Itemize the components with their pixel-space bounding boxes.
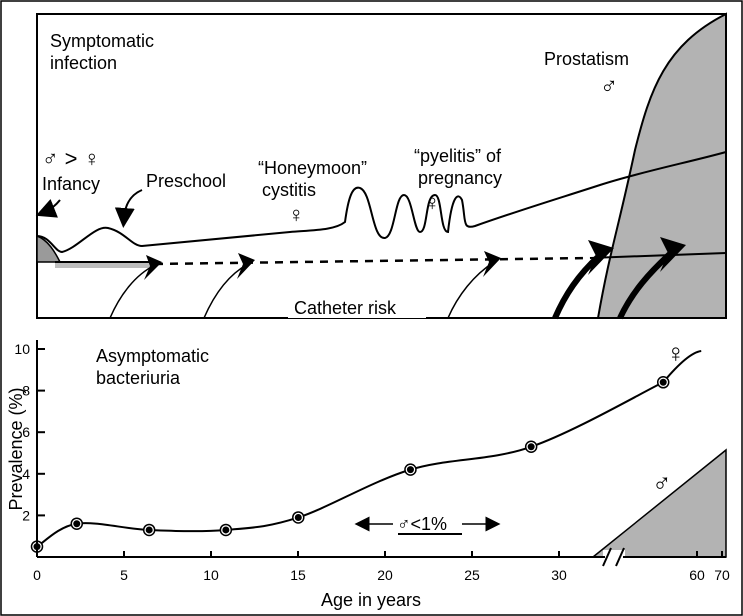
catheter-risk-label: Catheter risk bbox=[294, 298, 397, 318]
infancy-arrow bbox=[35, 198, 61, 218]
prostatism-sex-label: ♂ bbox=[600, 73, 618, 100]
axis-break-mark bbox=[602, 547, 625, 567]
y-tick-label: 8 bbox=[22, 383, 30, 399]
pyelitis-label-2: pregnancy bbox=[418, 168, 502, 188]
prostatism-area bbox=[596, 12, 727, 319]
bottom-panel: 2 4 6 8 10 0 5 10 15 20 25 30 60 70 Asymptomatic bact… bbox=[6, 338, 730, 610]
asymptomatic-label-2: bacteriuria bbox=[96, 368, 181, 388]
x-tick-label: 20 bbox=[377, 567, 393, 583]
female-series-line bbox=[36, 350, 702, 548]
honeymoon-label-1: “Honeymoon” bbox=[258, 158, 367, 178]
x-tick-label: 25 bbox=[464, 567, 480, 583]
baseline-shade bbox=[55, 262, 155, 268]
female-data-point-core bbox=[145, 526, 153, 534]
x-axis-title: Age in years bbox=[321, 590, 421, 610]
male-note-label: ♂<1% bbox=[397, 514, 447, 534]
top-panel: Symptomatic infection ♂ > ♀ Infancy Pres… bbox=[35, 12, 727, 320]
x-tick-label: 10 bbox=[203, 567, 219, 583]
y-axis-title: Prevalence (%) bbox=[6, 387, 26, 510]
female-data-point-core bbox=[73, 520, 81, 528]
female-data-point-core bbox=[222, 526, 230, 534]
male-series-label: ♂ bbox=[652, 468, 672, 498]
pyelitis-label-1: “pyelitis” of bbox=[414, 146, 502, 166]
female-data-point-core bbox=[406, 466, 414, 474]
x-tick-label: 15 bbox=[290, 567, 306, 583]
catheter-arrows bbox=[109, 237, 686, 320]
symptomatic-label-1: Symptomatic bbox=[50, 31, 154, 51]
female-data-point-core bbox=[527, 443, 535, 451]
bottom-chart: 2 4 6 8 10 0 5 10 15 20 25 30 60 70 bbox=[14, 341, 730, 583]
x-tick-label: 60 bbox=[689, 567, 705, 583]
infancy-sex-label: ♂ > ♀ bbox=[42, 146, 100, 171]
prostatism-label: Prostatism bbox=[544, 49, 629, 69]
y-tick-label: 10 bbox=[14, 341, 30, 357]
asymptomatic-label-1: Asymptomatic bbox=[96, 346, 209, 366]
male-area bbox=[590, 448, 727, 558]
female-series-label: ♀ bbox=[666, 338, 686, 368]
x-tick-label: 5 bbox=[120, 567, 128, 583]
y-tick-label: 4 bbox=[22, 466, 30, 482]
y-tick-label: 2 bbox=[22, 507, 30, 523]
x-tick-label: 30 bbox=[551, 567, 567, 583]
symptomatic-curve bbox=[36, 151, 727, 254]
symptomatic-label-2: infection bbox=[50, 53, 117, 73]
preschool-arrow bbox=[114, 189, 143, 228]
female-data-point-core bbox=[294, 513, 302, 521]
female-data-point-core bbox=[659, 378, 667, 386]
honeymoon-sex-label: ♀ bbox=[288, 202, 305, 227]
y-tick-label: 6 bbox=[22, 424, 30, 440]
x-tick-label: 70 bbox=[714, 567, 730, 583]
baseline-right bbox=[589, 252, 727, 259]
honeymoon-label-2: cystitis bbox=[262, 180, 316, 200]
catheter-label-bg bbox=[288, 294, 426, 318]
infancy-label: Infancy bbox=[42, 174, 100, 194]
preschool-label: Preschool bbox=[146, 171, 226, 191]
pyelitis-sex-label: ♀ bbox=[424, 190, 441, 215]
x-tick-label: 0 bbox=[33, 567, 41, 583]
catheter-baseline bbox=[154, 256, 591, 266]
